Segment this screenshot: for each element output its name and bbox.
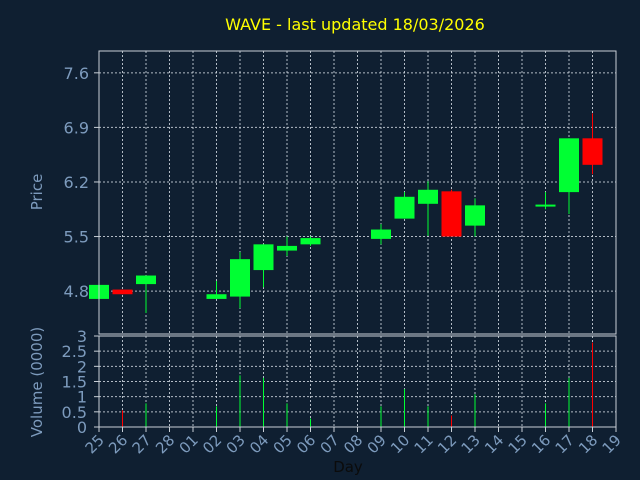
candle-body	[300, 238, 321, 245]
candle-body	[112, 289, 133, 295]
price-tick-label: 5.5	[64, 228, 89, 247]
candle-body	[277, 245, 297, 251]
volume-tick-labels: 00.511.522.53	[62, 327, 99, 437]
volume-tick-label: 0	[77, 418, 87, 437]
candle-body	[559, 138, 579, 193]
volume-tick-label: 3	[77, 327, 87, 346]
candle-body	[394, 196, 415, 219]
candle-body	[441, 191, 462, 237]
volume-tick-label: 0.5	[62, 403, 87, 422]
price-candles	[89, 113, 603, 313]
volume-bars	[122, 342, 593, 427]
price-axis-label: Price	[28, 174, 46, 211]
volume-tick-label: 2.5	[62, 342, 87, 361]
volume-axis-label: Volume (0000)	[28, 327, 46, 437]
price-tick-label: 6.2	[64, 173, 89, 192]
price-tick-label: 4.8	[64, 282, 89, 301]
price-tick-labels: 4.8 5.5 6.2 6.9 7.6	[64, 64, 99, 301]
volume-tick-label: 2	[77, 357, 87, 376]
candle-body	[206, 294, 227, 299]
volume-tick-label: 1.5	[62, 373, 87, 392]
candle-body	[371, 229, 391, 239]
candle-body	[253, 244, 274, 271]
volume-tick-label: 1	[77, 388, 87, 407]
volume-plot-frame	[98, 335, 617, 428]
price-tick-label: 7.6	[64, 64, 89, 83]
price-plot-frame	[98, 50, 617, 335]
chart-title: WAVE - last updated 18/03/2026	[225, 15, 485, 34]
candle-body	[465, 205, 485, 226]
candle-body	[230, 259, 250, 297]
candle-body	[418, 189, 438, 204]
candle-body	[582, 138, 603, 165]
price-tick-label: 6.9	[64, 118, 89, 137]
candle-body	[535, 204, 556, 207]
x-axis-label: Day	[333, 458, 363, 476]
candle-body	[136, 275, 156, 285]
